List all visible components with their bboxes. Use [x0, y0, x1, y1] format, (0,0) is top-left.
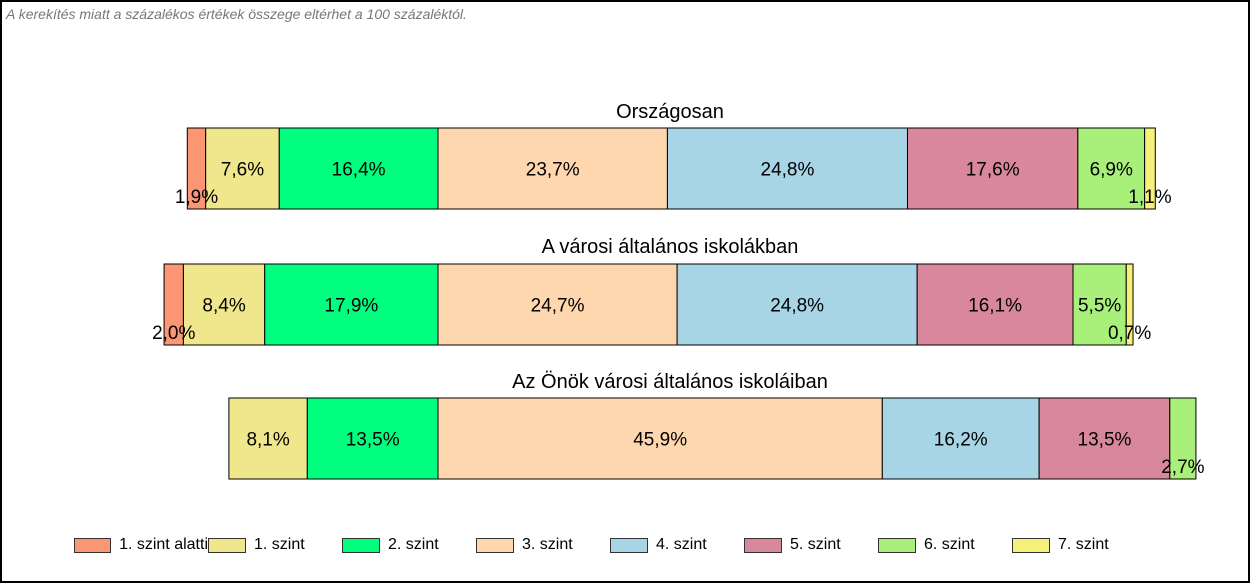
- data-label-3-6: 13,5%: [1078, 430, 1132, 451]
- legend-label: 3. szint: [522, 536, 573, 553]
- data-label-1-3: 16,4%: [332, 160, 386, 181]
- data-label-3-5: 16,2%: [934, 430, 988, 451]
- legend-item-1: 1. szint alatti: [74, 536, 208, 554]
- data-label-2-3: 17,9%: [324, 296, 378, 317]
- legend-swatch: [744, 537, 782, 553]
- bar-segment-3-5: [881, 397, 1040, 480]
- data-label-2-4: 24,7%: [531, 296, 585, 317]
- data-label-1-4: 23,7%: [526, 160, 580, 181]
- legend-item-5: 4. szint: [610, 536, 744, 554]
- group-title: A városi általános iskolákban: [542, 236, 799, 258]
- group-title: Az Önök városi általános iskoláiban: [512, 371, 828, 393]
- legend-item-4: 3. szint: [476, 536, 610, 554]
- legend: 1. szint alatti 1. szint 2. szint 3. szint 4…: [74, 536, 1146, 554]
- data-label-1-1: 1,9%: [175, 187, 218, 208]
- bar-segment-1-2: [205, 127, 280, 210]
- data-label-3-4: 45,9%: [633, 430, 687, 451]
- legend-item-3: 2. szint: [342, 536, 476, 554]
- legend-swatch: [610, 537, 648, 553]
- data-label-1-2: 7,6%: [221, 160, 264, 181]
- legend-swatch: [74, 537, 112, 553]
- legend-label: 4. szint: [656, 536, 707, 553]
- data-label-3-3: 13,5%: [346, 430, 400, 451]
- bar-group-2: A városi általános iskolákban 2,0% 8,4% 17,…: [152, 236, 1151, 346]
- data-label-3-7: 2,7%: [1161, 457, 1204, 478]
- legend-label: 5. szint: [790, 536, 841, 553]
- bar-segment-1-7: [1077, 127, 1146, 210]
- data-label-1-7: 6,9%: [1090, 160, 1133, 181]
- legend-label: 6. szint: [924, 536, 975, 553]
- data-label-1-5: 24,8%: [761, 160, 815, 181]
- data-label-3-2: 8,1%: [246, 430, 289, 451]
- legend-swatch: [208, 537, 246, 553]
- bar-segment-2-5: [676, 263, 918, 346]
- data-label-1-6: 17,6%: [966, 160, 1020, 181]
- group-title: Országosan: [616, 101, 724, 123]
- legend-label: 7. szint: [1058, 536, 1109, 553]
- bar-segment-1-8: [1144, 127, 1156, 210]
- bar-segment-2-3: [264, 263, 439, 346]
- legend-item-2: 1. szint: [208, 536, 342, 554]
- rounding-note: A kerekítés miatt a százalékos értékek ö…: [6, 6, 467, 22]
- legend-label: 2. szint: [388, 536, 439, 553]
- data-label-2-2: 8,4%: [202, 296, 245, 317]
- legend-swatch: [342, 537, 380, 553]
- data-label-2-5: 24,8%: [770, 296, 824, 317]
- data-label-2-7: 5,5%: [1078, 296, 1121, 317]
- data-label-1-8: 1,1%: [1128, 187, 1171, 208]
- legend-label: 1. szint alatti: [119, 536, 208, 553]
- bar-segment-1-5: [666, 127, 908, 210]
- legend-item-8: 7. szint: [1012, 536, 1146, 554]
- bar-segment-1-4: [437, 127, 668, 210]
- bar-group-1: Országosan 1,9%7,6% 16,4% 23,7% 24,8% 17,6% 6,…: [175, 101, 1172, 210]
- bar-group-3: Az Önök városi általános iskoláiban 8,1% 1…: [228, 371, 1205, 480]
- bar-segment-1-6: [906, 127, 1079, 210]
- legend-swatch: [476, 537, 514, 553]
- legend-swatch: [878, 537, 916, 553]
- bar-segment-3-2: [228, 397, 308, 480]
- data-label-2-6: 16,1%: [968, 296, 1022, 317]
- legend-item-6: 5. szint: [744, 536, 878, 554]
- bar-segment-3-3: [306, 397, 439, 480]
- legend-item-7: 6. szint: [878, 536, 1012, 554]
- legend-swatch: [1012, 537, 1050, 553]
- bar-segment-3-4: [437, 397, 883, 480]
- bar-segment-3-7: [1169, 397, 1197, 480]
- bar-segment-2-7: [1072, 263, 1127, 346]
- data-label-2-8: 0,7%: [1108, 323, 1151, 344]
- bar-segment-3-6: [1038, 397, 1171, 480]
- bar-segment-2-8: [1125, 263, 1134, 346]
- bar-segment-2-4: [437, 263, 678, 346]
- data-label-2-1: 2,0%: [152, 323, 195, 344]
- legend-label: 1. szint: [254, 536, 305, 553]
